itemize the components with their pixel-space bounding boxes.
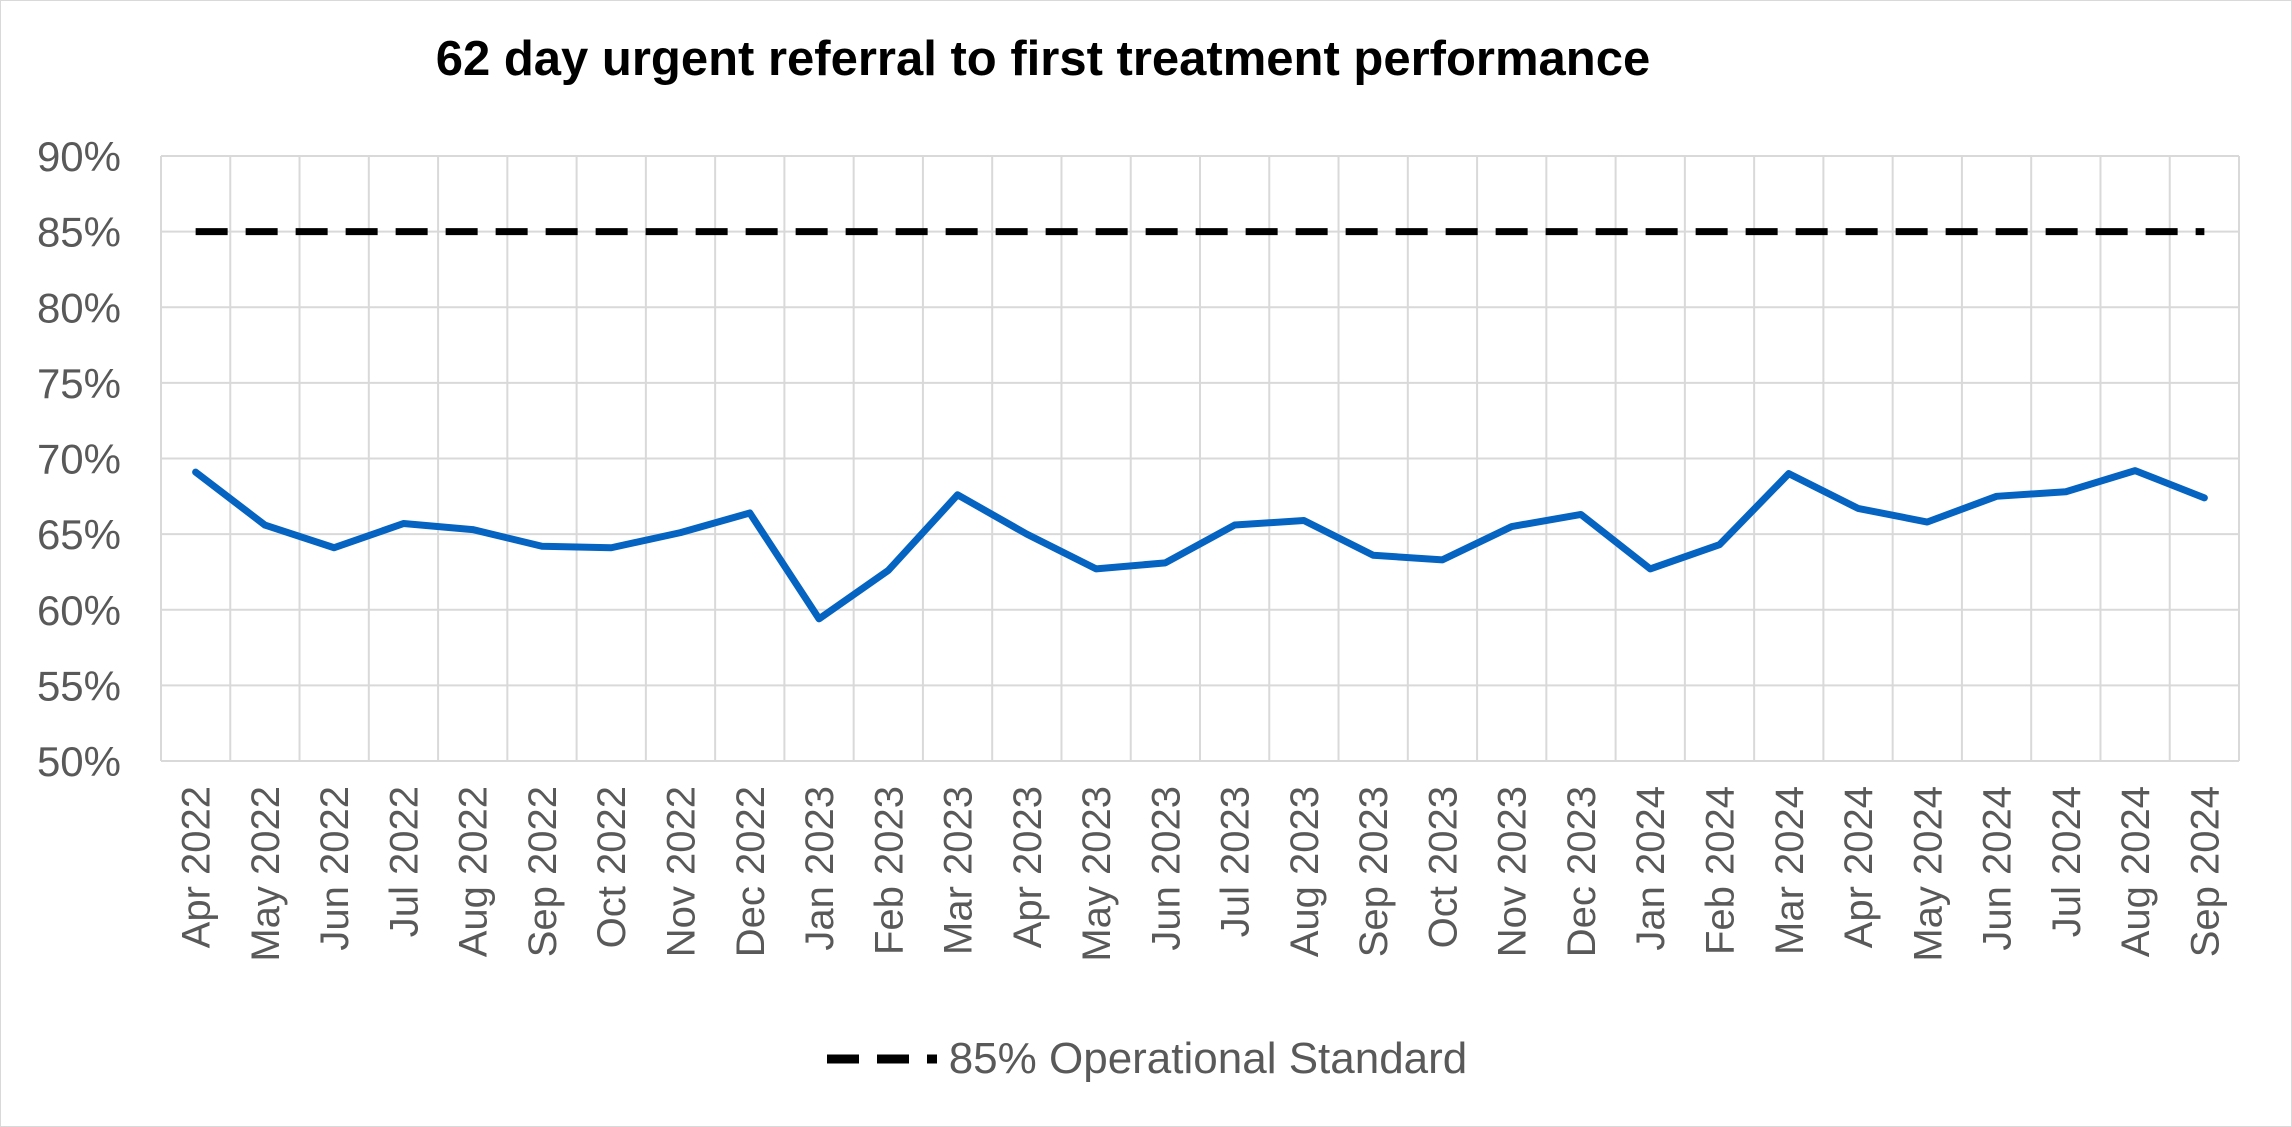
data-point xyxy=(402,523,404,525)
x-tick-label: Jun 2023 xyxy=(1144,786,1188,951)
x-tick-label: May 2023 xyxy=(1075,786,1119,962)
data-point xyxy=(1649,568,1651,570)
x-tick-label: Mar 2023 xyxy=(937,786,981,955)
x-tick-label: Apr 2022 xyxy=(175,786,219,948)
x-tick-label: Nov 2023 xyxy=(1491,786,1535,957)
data-point xyxy=(1857,507,1859,509)
plot-area: 50% 55% 60% 65% 70% 75% 80% 85% 90% Apr 2022 May … xyxy=(37,133,2240,962)
x-tick-label: Sep 2022 xyxy=(521,786,565,957)
series-lines xyxy=(192,228,2208,623)
data-point xyxy=(1926,521,1928,523)
performance-line xyxy=(192,467,2208,623)
x-tick-label: Nov 2022 xyxy=(660,786,704,957)
y-tick-label: 85% xyxy=(37,209,121,256)
data-point xyxy=(333,547,335,549)
x-tick-label: Jan 2023 xyxy=(798,786,842,951)
x-tick-label: Aug 2023 xyxy=(1283,786,1327,957)
data-point xyxy=(1095,568,1097,570)
data-point xyxy=(264,524,266,526)
chart-title: 62 day urgent referral to first treatmen… xyxy=(435,32,1651,86)
data-point xyxy=(1580,513,1582,515)
x-tick-label: Aug 2024 xyxy=(2114,786,2158,957)
x-axis-ticks: Apr 2022 May 2022 Jun 2022 Jul 2022 Aug 2022… xyxy=(175,786,2228,962)
data-point xyxy=(195,471,197,473)
y-tick-label: 75% xyxy=(37,360,121,407)
legend: 85% Operational Standard xyxy=(1,1031,2292,1087)
x-tick-label: Feb 2024 xyxy=(1699,786,1743,955)
x-tick-label: Jun 2022 xyxy=(313,786,357,951)
data-point xyxy=(1996,495,1998,497)
y-tick-label: 60% xyxy=(37,587,121,634)
data-point xyxy=(1234,524,1236,526)
x-tick-label: Mar 2024 xyxy=(1768,786,1812,955)
data-point xyxy=(887,569,889,571)
data-point xyxy=(472,529,474,531)
x-tick-label: May 2022 xyxy=(244,786,288,962)
x-tick-label: Jun 2024 xyxy=(1976,786,2020,951)
data-point xyxy=(1372,554,1374,556)
data-point xyxy=(1164,562,1166,564)
x-tick-label: Jan 2024 xyxy=(1629,786,1673,951)
x-tick-label: Jul 2022 xyxy=(382,786,426,937)
data-point xyxy=(1303,520,1305,522)
data-point xyxy=(680,532,681,534)
x-tick-label: Aug 2022 xyxy=(452,786,496,957)
x-tick-label: Dec 2022 xyxy=(729,786,773,957)
data-point xyxy=(1441,559,1443,561)
x-tick-label: Sep 2023 xyxy=(1352,786,1396,957)
data-point xyxy=(2134,470,2136,472)
data-point xyxy=(818,618,820,620)
data-point xyxy=(610,547,612,549)
x-tick-label: Jul 2024 xyxy=(2045,786,2089,937)
x-tick-label: Dec 2023 xyxy=(1560,786,1604,957)
legend-label: 85% Operational Standard xyxy=(948,1034,1468,1083)
data-point xyxy=(2203,497,2205,499)
data-point xyxy=(749,512,751,514)
data-point xyxy=(541,545,543,547)
y-tick-label: 80% xyxy=(37,284,121,331)
y-axis-ticks: 50% 55% 60% 65% 70% 75% 80% 85% 90% xyxy=(37,133,121,785)
x-tick-label: Oct 2022 xyxy=(590,786,634,948)
x-tick-label: Oct 2023 xyxy=(1421,786,1465,948)
x-tick-label: Apr 2024 xyxy=(1837,786,1881,948)
x-tick-label: Sep 2024 xyxy=(2183,786,2227,957)
data-point xyxy=(957,494,959,496)
x-tick-label: Jul 2023 xyxy=(1214,786,1258,937)
x-tick-label: Apr 2023 xyxy=(1006,786,1050,948)
y-tick-label: 50% xyxy=(37,738,121,785)
y-tick-label: 65% xyxy=(37,511,121,558)
y-tick-label: 55% xyxy=(37,662,121,709)
data-point xyxy=(1511,526,1513,528)
x-tick-label: May 2024 xyxy=(1906,786,1950,962)
gridlines xyxy=(160,155,2240,762)
data-point xyxy=(1026,533,1028,535)
legend-swatch-dashed xyxy=(826,1054,937,1064)
data-point xyxy=(2065,491,2067,493)
x-tick-label: Feb 2023 xyxy=(867,786,911,955)
y-tick-label: 90% xyxy=(37,133,121,180)
data-point xyxy=(1788,473,1790,475)
data-point xyxy=(1719,544,1720,546)
y-tick-label: 70% xyxy=(37,436,121,483)
